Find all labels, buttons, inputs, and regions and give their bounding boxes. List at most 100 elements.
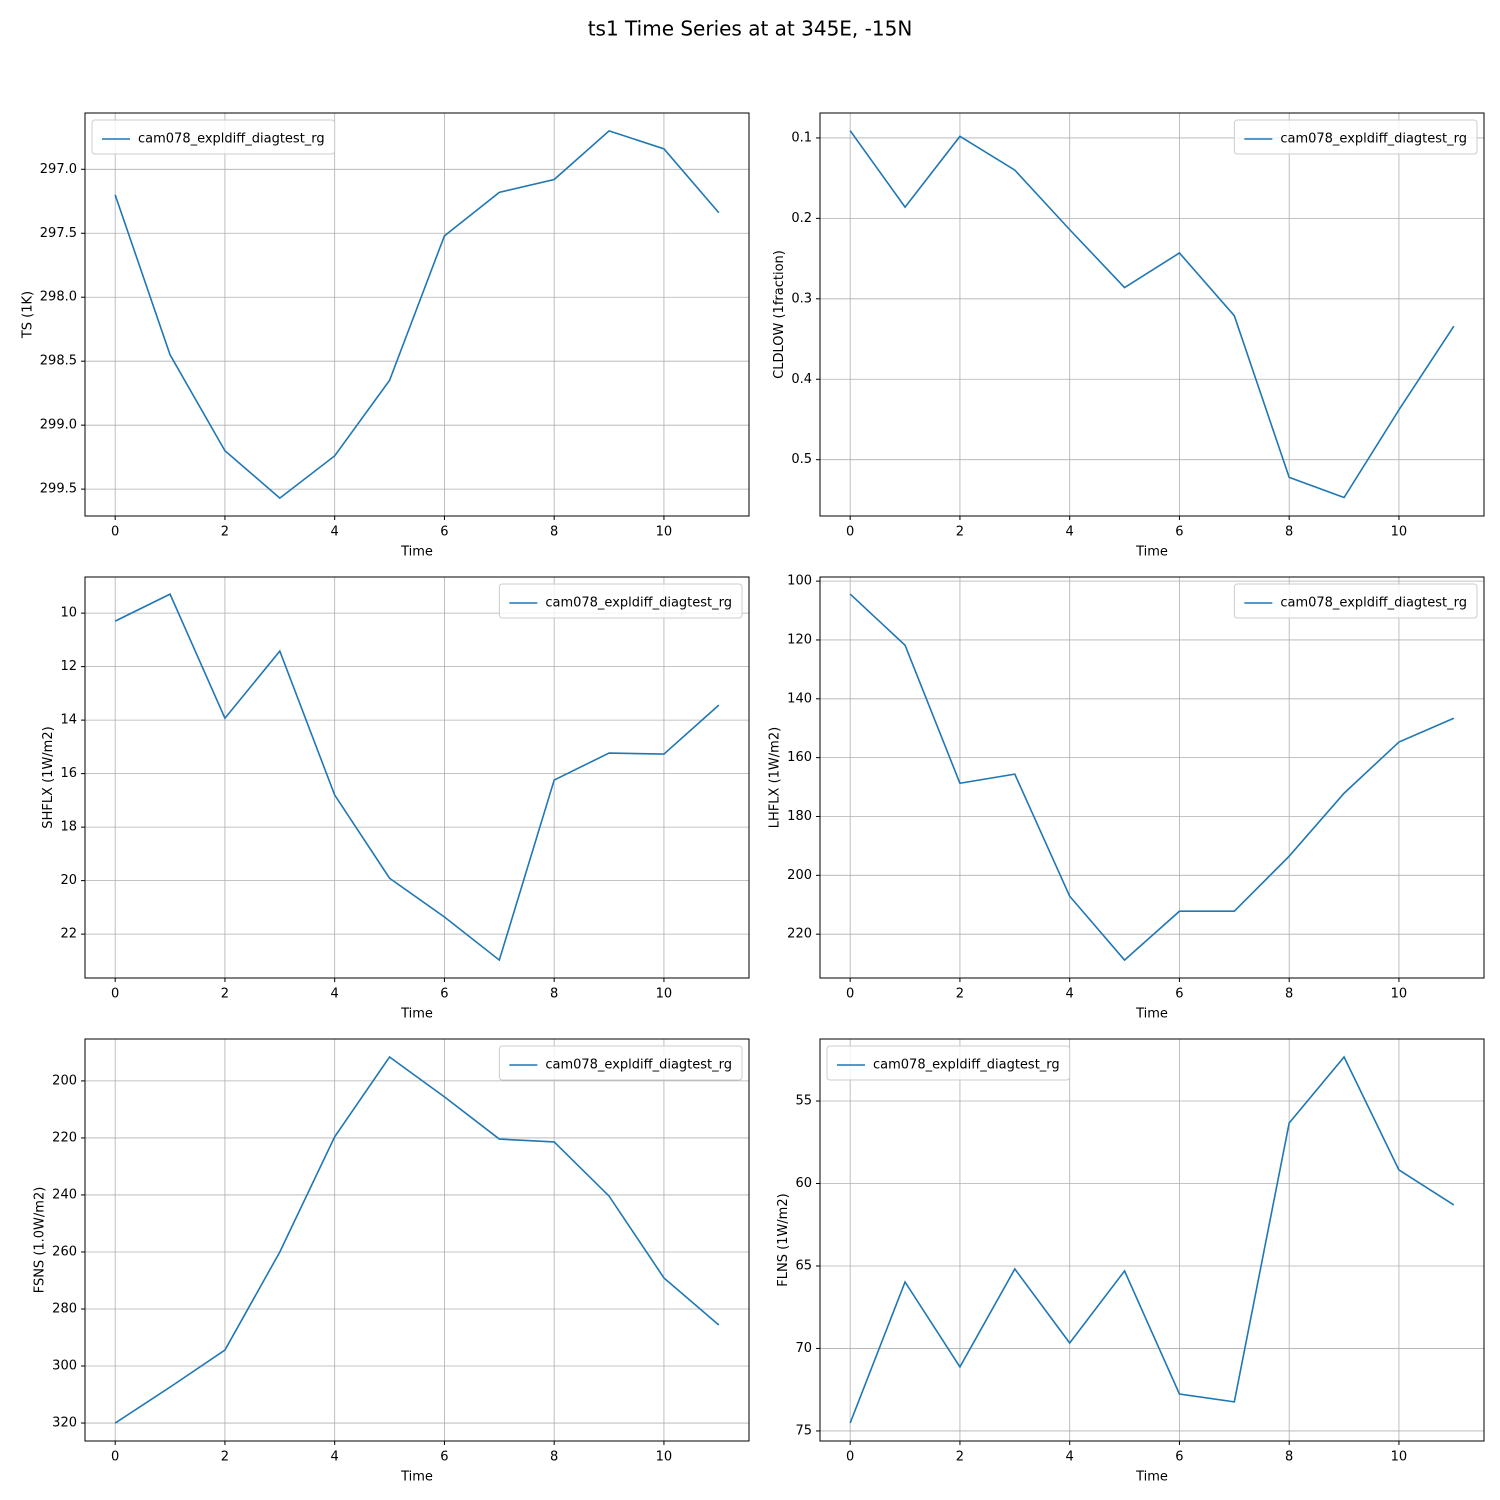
x-tick-label: 10: [1391, 987, 1408, 1002]
x-tick-label: 6: [1175, 1450, 1183, 1465]
x-tick-label: 8: [1285, 987, 1293, 1002]
y-tick-label: 140: [787, 691, 812, 706]
data-line: [849, 1055, 1455, 1424]
data-line: [114, 593, 720, 962]
x-axis-label: Time: [400, 1470, 433, 1485]
y-tick-label: 100: [787, 574, 812, 589]
x-tick-label: 10: [1391, 1450, 1408, 1465]
data-line: [114, 1055, 720, 1424]
x-tick-label: 4: [331, 1450, 339, 1465]
x-tick-label: 2: [221, 525, 229, 540]
legend-label: cam078_expldiff_diagtest_rg: [873, 1058, 1060, 1073]
data-line: [114, 130, 720, 500]
legend-label: cam078_expldiff_diagtest_rg: [138, 132, 325, 147]
y-tick-label: 160: [787, 750, 812, 765]
x-tick-label: 0: [846, 1450, 854, 1465]
x-tick-label: 6: [440, 987, 448, 1002]
x-tick-label: 8: [550, 1450, 558, 1465]
subplot: 0 2 4 6 8 10 100 120 140 160 180 200 220 Time LHFLX (1…: [768, 574, 1485, 1022]
legend: cam078_expldiff_diagtest_rg: [91, 119, 336, 155]
legend-label: cam078_expldiff_diagtest_rg: [1280, 596, 1467, 611]
data-line: [849, 593, 1455, 962]
legend-label: cam078_expldiff_diagtest_rg: [545, 1058, 732, 1073]
legend: cam078_expldiff_diagtest_rg: [1233, 119, 1478, 155]
x-tick-label: 2: [956, 525, 964, 540]
y-tick-label: 55: [795, 1094, 812, 1109]
x-tick-label: 0: [846, 525, 854, 540]
y-tick-label: 298.5: [40, 354, 77, 369]
x-axis-label: Time: [400, 1007, 433, 1022]
y-tick-label: 0.1: [791, 130, 812, 145]
x-tick-label: 10: [1391, 525, 1408, 540]
x-tick-label: 8: [550, 987, 558, 1002]
y-tick-label: 120: [787, 632, 812, 647]
legend-frame: [826, 1045, 1071, 1081]
y-tick-label: 22: [60, 927, 77, 942]
y-tick-label: 0.5: [791, 452, 812, 467]
legend-frame: [498, 1045, 743, 1081]
x-tick-label: 2: [956, 987, 964, 1002]
x-tick-label: 6: [440, 1450, 448, 1465]
legend: cam078_expldiff_diagtest_rg: [498, 1045, 743, 1081]
y-tick-label: 298.0: [40, 290, 77, 305]
y-tick-label: 0.4: [791, 372, 812, 387]
y-tick-label: 200: [787, 868, 812, 883]
figure-title: ts1 Time Series at at 345E, -15N: [588, 17, 913, 41]
subplot: 0 2 4 6 8 10 0.1 0.2 0.3 0.4 0.5 Time CLDLOW (1fract…: [772, 112, 1485, 560]
y-tick-label: 297.5: [40, 226, 77, 241]
plot-frame: [819, 112, 1485, 517]
y-axis-label: FSNS (1.0W/m2): [33, 1187, 48, 1294]
x-tick-label: 0: [111, 987, 119, 1002]
y-axis-label: FLNS (1W/m2): [776, 1193, 791, 1286]
y-tick-label: 320: [52, 1416, 77, 1431]
subplot: 0 2 4 6 8 10 55 60 65 70 75 Time FLNS (1W/m2) cam078_…: [776, 1038, 1485, 1485]
legend-frame: [498, 583, 743, 619]
y-axis-label: CLDLOW (1fraction): [772, 250, 787, 379]
x-axis-label: Time: [400, 545, 433, 560]
x-tick-label: 6: [1175, 987, 1183, 1002]
x-tick-label: 2: [956, 1450, 964, 1465]
y-tick-label: 180: [787, 809, 812, 824]
x-axis-label: Time: [1135, 545, 1168, 560]
x-axis-label: Time: [1135, 1007, 1168, 1022]
subplot: 0 2 4 6 8 10 297.0 297.5 298.0 298.5 299.0 299.5 Tim…: [20, 112, 750, 560]
subplot: 0 2 4 6 8 10 10 12 14 16 18 20 22 Time SHFLX (1W/m2) ca…: [41, 576, 750, 1022]
x-tick-label: 10: [656, 987, 673, 1002]
x-tick-label: 4: [1066, 1450, 1074, 1465]
y-tick-label: 240: [52, 1187, 77, 1202]
y-tick-label: 300: [52, 1359, 77, 1374]
legend-label: cam078_expldiff_diagtest_rg: [545, 596, 732, 611]
legend: cam078_expldiff_diagtest_rg: [826, 1045, 1071, 1081]
x-tick-label: 0: [111, 525, 119, 540]
legend: cam078_expldiff_diagtest_rg: [498, 583, 743, 619]
x-tick-label: 8: [550, 525, 558, 540]
y-tick-label: 12: [60, 659, 77, 674]
x-tick-label: 10: [656, 525, 673, 540]
x-tick-label: 6: [1175, 525, 1183, 540]
y-tick-label: 10: [60, 606, 77, 621]
x-tick-label: 4: [1066, 525, 1074, 540]
plot-frame: [84, 1038, 750, 1442]
y-tick-label: 0.2: [791, 211, 812, 226]
x-tick-label: 0: [846, 987, 854, 1002]
x-tick-label: 2: [221, 1450, 229, 1465]
y-tick-label: 65: [795, 1258, 812, 1273]
y-axis-label: LHFLX (1W/m2): [768, 727, 783, 828]
y-tick-label: 70: [795, 1341, 812, 1356]
x-tick-label: 6: [440, 525, 448, 540]
y-tick-label: 0.3: [791, 291, 812, 306]
y-tick-label: 16: [60, 766, 77, 781]
x-axis-label: Time: [1135, 1470, 1168, 1485]
x-tick-label: 0: [111, 1450, 119, 1465]
plot-frame: [819, 1038, 1485, 1442]
y-tick-label: 220: [787, 927, 812, 942]
y-tick-label: 299.5: [40, 482, 77, 497]
y-axis-label: TS (1K): [20, 291, 35, 339]
y-tick-label: 220: [52, 1130, 77, 1145]
x-tick-label: 8: [1285, 525, 1293, 540]
plot-frame: [819, 576, 1485, 979]
y-tick-label: 75: [795, 1423, 812, 1438]
legend-frame: [1233, 583, 1478, 619]
